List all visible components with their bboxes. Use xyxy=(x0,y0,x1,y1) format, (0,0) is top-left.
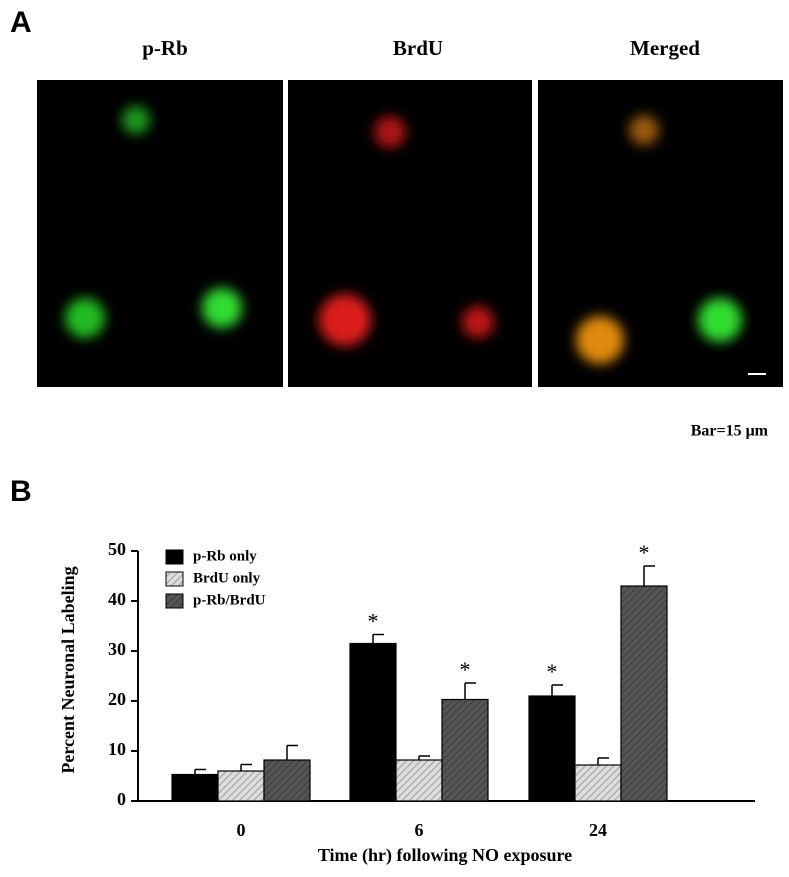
bar xyxy=(574,764,622,802)
bar xyxy=(441,698,489,802)
legend-label: p-Rb/BrdU xyxy=(193,592,266,608)
y-tick-label: 40 xyxy=(108,589,126,609)
image-title: p-Rb xyxy=(142,36,188,60)
bar xyxy=(620,585,668,802)
y-axis-label: Percent Neuronal Labeling xyxy=(58,566,78,773)
significance-mark: * xyxy=(460,657,471,682)
legend-swatch xyxy=(165,593,184,609)
y-tick-label: 0 xyxy=(117,789,126,809)
micrograph xyxy=(288,80,532,387)
bar xyxy=(217,770,265,802)
micrograph xyxy=(37,80,283,387)
y-tick-label: 50 xyxy=(108,539,126,559)
legend-swatch xyxy=(165,571,184,587)
image-title: BrdU xyxy=(393,36,443,60)
bar xyxy=(349,642,397,802)
image-title: Merged xyxy=(630,36,700,60)
legend-label: BrdU only xyxy=(193,570,261,586)
micrograph xyxy=(538,80,783,387)
bar xyxy=(528,695,576,802)
significance-mark: * xyxy=(639,540,650,565)
panel-label: A xyxy=(10,6,32,39)
bar xyxy=(395,759,443,802)
significance-mark: * xyxy=(368,609,379,634)
x-tick-label: 6 xyxy=(415,820,424,840)
y-tick-label: 30 xyxy=(108,639,126,659)
significance-mark: * xyxy=(547,659,558,684)
bar xyxy=(171,773,219,802)
x-axis-label: Time (hr) following NO exposure xyxy=(318,845,572,866)
legend-swatch xyxy=(165,549,184,565)
x-tick-label: 0 xyxy=(237,820,246,840)
y-tick-label: 20 xyxy=(108,689,126,709)
legend-label: p-Rb only xyxy=(193,548,257,564)
bar xyxy=(263,759,311,802)
scale-bar-label: Bar=15 μm xyxy=(691,423,769,440)
x-tick-label: 24 xyxy=(589,820,607,840)
y-tick-label: 10 xyxy=(108,739,126,759)
panel-label: B xyxy=(10,475,32,508)
